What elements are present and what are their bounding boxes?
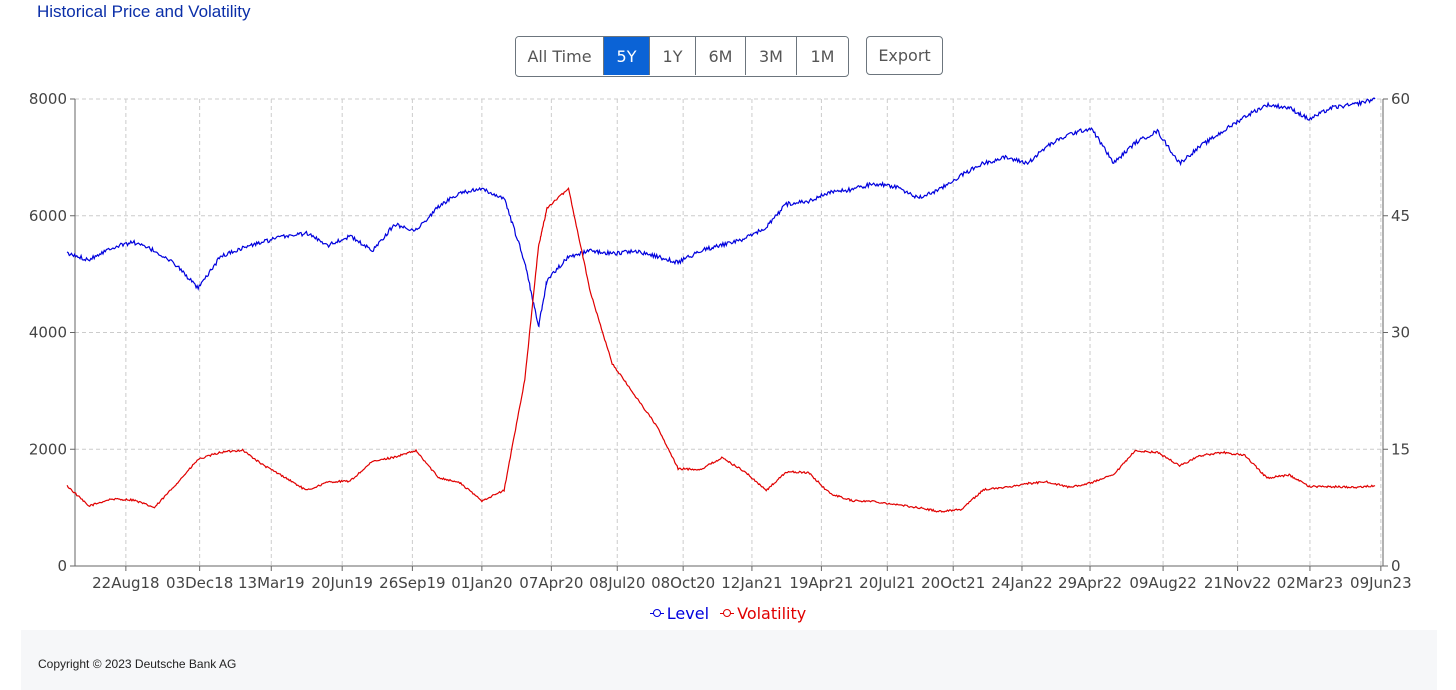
x-tick-label: 02Mar23 bbox=[1277, 574, 1343, 592]
legend-item-level[interactable]: Level bbox=[649, 603, 710, 623]
x-tick-label: 08Jul20 bbox=[589, 574, 645, 592]
y-left-tick-label: 4000 bbox=[29, 324, 67, 342]
chart-legend: Level Volatility bbox=[0, 602, 1456, 623]
footer: Copyright © 2023 Deutsche Bank AG bbox=[21, 630, 1437, 690]
x-tick-label: 01Jan20 bbox=[451, 574, 512, 592]
legend-item-volatility[interactable]: Volatility bbox=[720, 604, 806, 623]
y-right-tick-label: 45 bbox=[1391, 207, 1410, 225]
range-button-all-time[interactable]: All Time bbox=[516, 37, 604, 75]
x-tick-label: 26Sep19 bbox=[379, 574, 445, 592]
x-tick-label: 09Aug22 bbox=[1129, 574, 1196, 592]
x-tick-label: 29Apr22 bbox=[1058, 574, 1122, 592]
y-right-tick-label: 30 bbox=[1391, 324, 1410, 342]
x-tick-label: 07Apr20 bbox=[519, 574, 583, 592]
x-tick-label: 03Dec18 bbox=[166, 574, 233, 592]
copyright-text: Copyright © 2023 Deutsche Bank AG bbox=[38, 657, 237, 671]
x-tick-label: 21Nov22 bbox=[1204, 574, 1271, 592]
range-button-group: All Time 5Y 1Y 6M 3M 1M bbox=[515, 36, 849, 77]
y-right-tick-label: 15 bbox=[1391, 440, 1410, 458]
export-button[interactable]: Export bbox=[866, 36, 943, 75]
x-tick-label: 20Oct21 bbox=[921, 574, 985, 592]
range-button-3m[interactable]: 3M bbox=[746, 37, 797, 75]
x-tick-label: 20Jul21 bbox=[859, 574, 915, 592]
price-volatility-chart: 22Aug18 03Dec18 13Mar19 20Jun19 26Sep19 01Jan… bbox=[29, 90, 1412, 592]
x-tick-label: 09Jun23 bbox=[1350, 574, 1412, 592]
range-button-1y[interactable]: 1Y bbox=[650, 37, 696, 75]
series-line-level bbox=[66, 97, 1376, 328]
legend-marker-volatility-icon bbox=[720, 609, 735, 617]
y-right-tick-label: 60 bbox=[1391, 90, 1410, 108]
x-tick-label: 20Jun19 bbox=[311, 574, 373, 592]
range-button-1m[interactable]: 1M bbox=[797, 37, 848, 75]
range-button-5y[interactable]: 5Y bbox=[604, 37, 650, 75]
x-tick-label: 12Jan21 bbox=[721, 574, 782, 592]
y-left-tick-label: 2000 bbox=[29, 440, 67, 458]
x-tick-label: 22Aug18 bbox=[92, 574, 159, 592]
x-tick-label: 24Jan22 bbox=[991, 574, 1052, 592]
page-title: Historical Price and Volatility bbox=[37, 2, 251, 21]
x-tick-label: 13Mar19 bbox=[238, 574, 304, 592]
y-left-tick-label: 6000 bbox=[29, 207, 67, 225]
y-left-tick-label: 8000 bbox=[29, 90, 67, 108]
x-tick-label: 19Apr21 bbox=[789, 574, 853, 592]
legend-label-volatility: Volatility bbox=[737, 603, 807, 623]
series-line-volatility bbox=[66, 186, 1376, 513]
y-left-tick-label: 0 bbox=[57, 557, 67, 575]
legend-marker-level-icon bbox=[649, 609, 664, 617]
x-tick-label: 08Oct20 bbox=[651, 574, 715, 592]
legend-label-level: Level bbox=[666, 603, 710, 623]
range-button-6m[interactable]: 6M bbox=[696, 37, 746, 75]
y-right-tick-label: 0 bbox=[1391, 557, 1401, 575]
